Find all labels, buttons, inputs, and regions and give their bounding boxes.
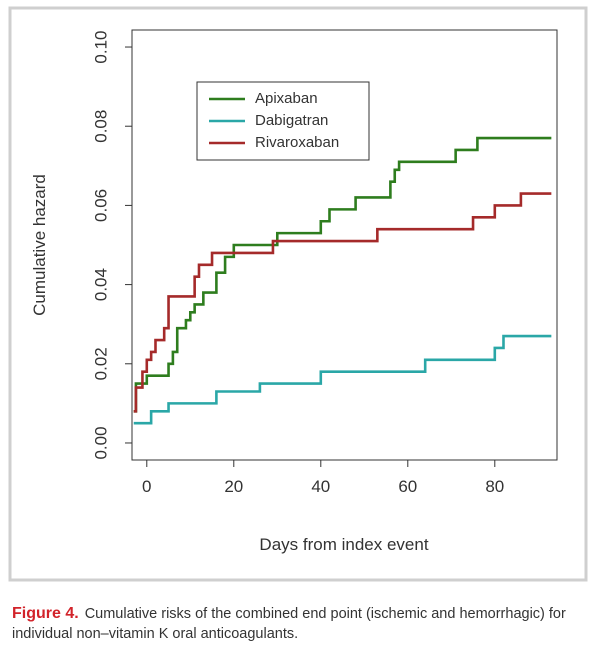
y-tick-label: 0.04 (91, 268, 110, 301)
plot-area (131, 29, 558, 461)
caption-label: Figure 4. (12, 605, 79, 622)
caption-text: Cumulative risks of the combined end poi… (12, 606, 566, 642)
y-tick-label: 0.06 (91, 189, 110, 222)
y-tick-label: 0.00 (91, 426, 110, 459)
x-tick-label: 60 (398, 477, 417, 496)
chart: Cumulative hazard Days from index event … (8, 6, 588, 582)
x-tick-label: 80 (485, 477, 504, 496)
y-axis-title: Cumulative hazard (30, 174, 49, 316)
step-line (133, 192, 552, 413)
caption: Figure 4. Cumulative risks of the combine… (12, 604, 587, 644)
step-line (133, 334, 552, 425)
x-tick-label: 0 (142, 477, 151, 496)
y-tick-label: 0.02 (91, 347, 110, 380)
x-tick-label: 40 (311, 477, 330, 496)
x-axis-title: Days from index event (259, 535, 428, 554)
step-line (133, 136, 552, 413)
x-tick-label: 20 (224, 477, 243, 496)
legend-label: Rivaroxaban (255, 134, 339, 151)
legend-label: Apixaban (255, 90, 318, 107)
y-tick-label: 0.10 (91, 30, 110, 63)
legend-label: Dabigatran (255, 112, 328, 129)
y-tick-label: 0.08 (91, 110, 110, 143)
